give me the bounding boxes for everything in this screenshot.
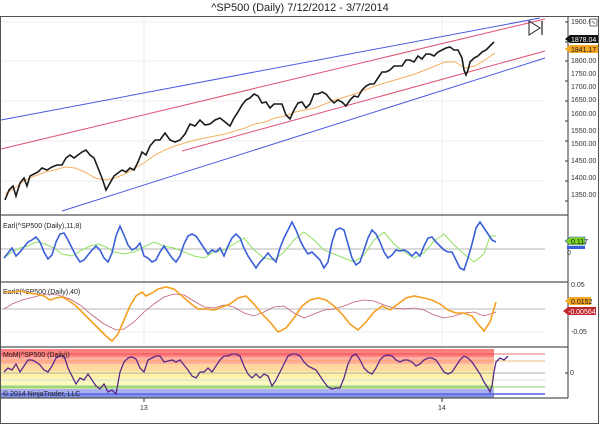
x-gridlines [143, 17, 443, 400]
earl2-signal-badge: -0.00564 [563, 307, 596, 316]
earl2-value-badge: 0.0152 [565, 297, 593, 306]
earl2-panel[interactable]: Earl2(^SP500 (Daily),40) 0.05 -0.05 [1, 282, 587, 343]
price-gridlines [1, 21, 545, 182]
scroll-to-end-icon[interactable] [528, 20, 543, 36]
earl2-tick: 0.05 [571, 282, 585, 289]
price-tick: 1500.00 [571, 141, 596, 148]
price-tick: 1650.00 [571, 97, 596, 104]
chart-title: ^SP500 (Daily) 7/12/2012 - 3/7/2014 [211, 2, 389, 14]
earl-main-line [3, 220, 497, 272]
last-price-badge: 1878.04 [565, 35, 598, 44]
lower-mid-channel-line[interactable] [181, 50, 546, 152]
price-tick: 1750.00 [571, 71, 596, 78]
moving-average-line [4, 52, 496, 195]
earl2-tick: -0.05 [571, 329, 587, 336]
mom-line [3, 353, 509, 396]
mom-zero-tick: 0 [570, 370, 574, 377]
price-tick: 1800.00 [571, 58, 596, 65]
earl-signal-line [3, 231, 496, 263]
upper-mid-channel-line[interactable] [0, 18, 546, 150]
upper-channel-line[interactable] [0, 17, 541, 121]
copyright-text: © 2014 NinjaTrader, LLC [3, 390, 80, 398]
moving-average-badge: 1841.17 [565, 45, 598, 54]
earl2-main-line [4, 286, 497, 343]
svg-text:0.117: 0.117 [571, 239, 588, 246]
earl-panel[interactable]: Earl(^SP500 (Daily),11,8) [1, 220, 545, 272]
price-tick: 1450.00 [571, 158, 596, 165]
mom-panel-label: MoM(^SP500 (Daily)) [3, 352, 70, 359]
price-axis: 1900.00 1800.00 1750.00 1700.00 1650.00 … [565, 19, 596, 202]
price-tick: 1600.00 [571, 111, 596, 118]
maximize-panel-icon[interactable] [589, 18, 598, 27]
x-tick-13: 13 [140, 405, 148, 412]
price-tick: 1700.00 [571, 84, 596, 91]
mom-panel[interactable]: MoM(^SP500 (Daily)) © 2014 NinjaTrader, … [1, 349, 545, 398]
lower-channel-line[interactable] [61, 57, 546, 212]
x-axis: 13 14 [140, 398, 446, 412]
svg-text:-0.00564: -0.00564 [568, 309, 596, 316]
price-tick: 1550.00 [571, 128, 596, 135]
chart-frame [0, 16, 599, 424]
earl-panel-label: Earl(^SP500 (Daily),11,8) [3, 223, 82, 230]
svg-text:1841.17: 1841.17 [571, 47, 596, 54]
svg-text:1878.04: 1878.04 [571, 37, 596, 44]
earl2-panel-label: Earl2(^SP500 (Daily),40) [3, 289, 80, 296]
price-candles[interactable] [4, 41, 495, 201]
mom-levels [1, 353, 545, 395]
price-tick: 1900.00 [571, 19, 596, 26]
price-panel[interactable] [0, 17, 546, 400]
price-tick: 1400.00 [571, 175, 596, 182]
earl-zero-tick: 0 [567, 250, 571, 257]
earl2-signal-line [3, 293, 497, 331]
x-tick-14: 14 [438, 405, 446, 412]
price-tick: 1350.00 [571, 192, 596, 199]
earl-value-badge: 0.117 [564, 236, 588, 249]
svg-text:0.0152: 0.0152 [571, 299, 593, 306]
